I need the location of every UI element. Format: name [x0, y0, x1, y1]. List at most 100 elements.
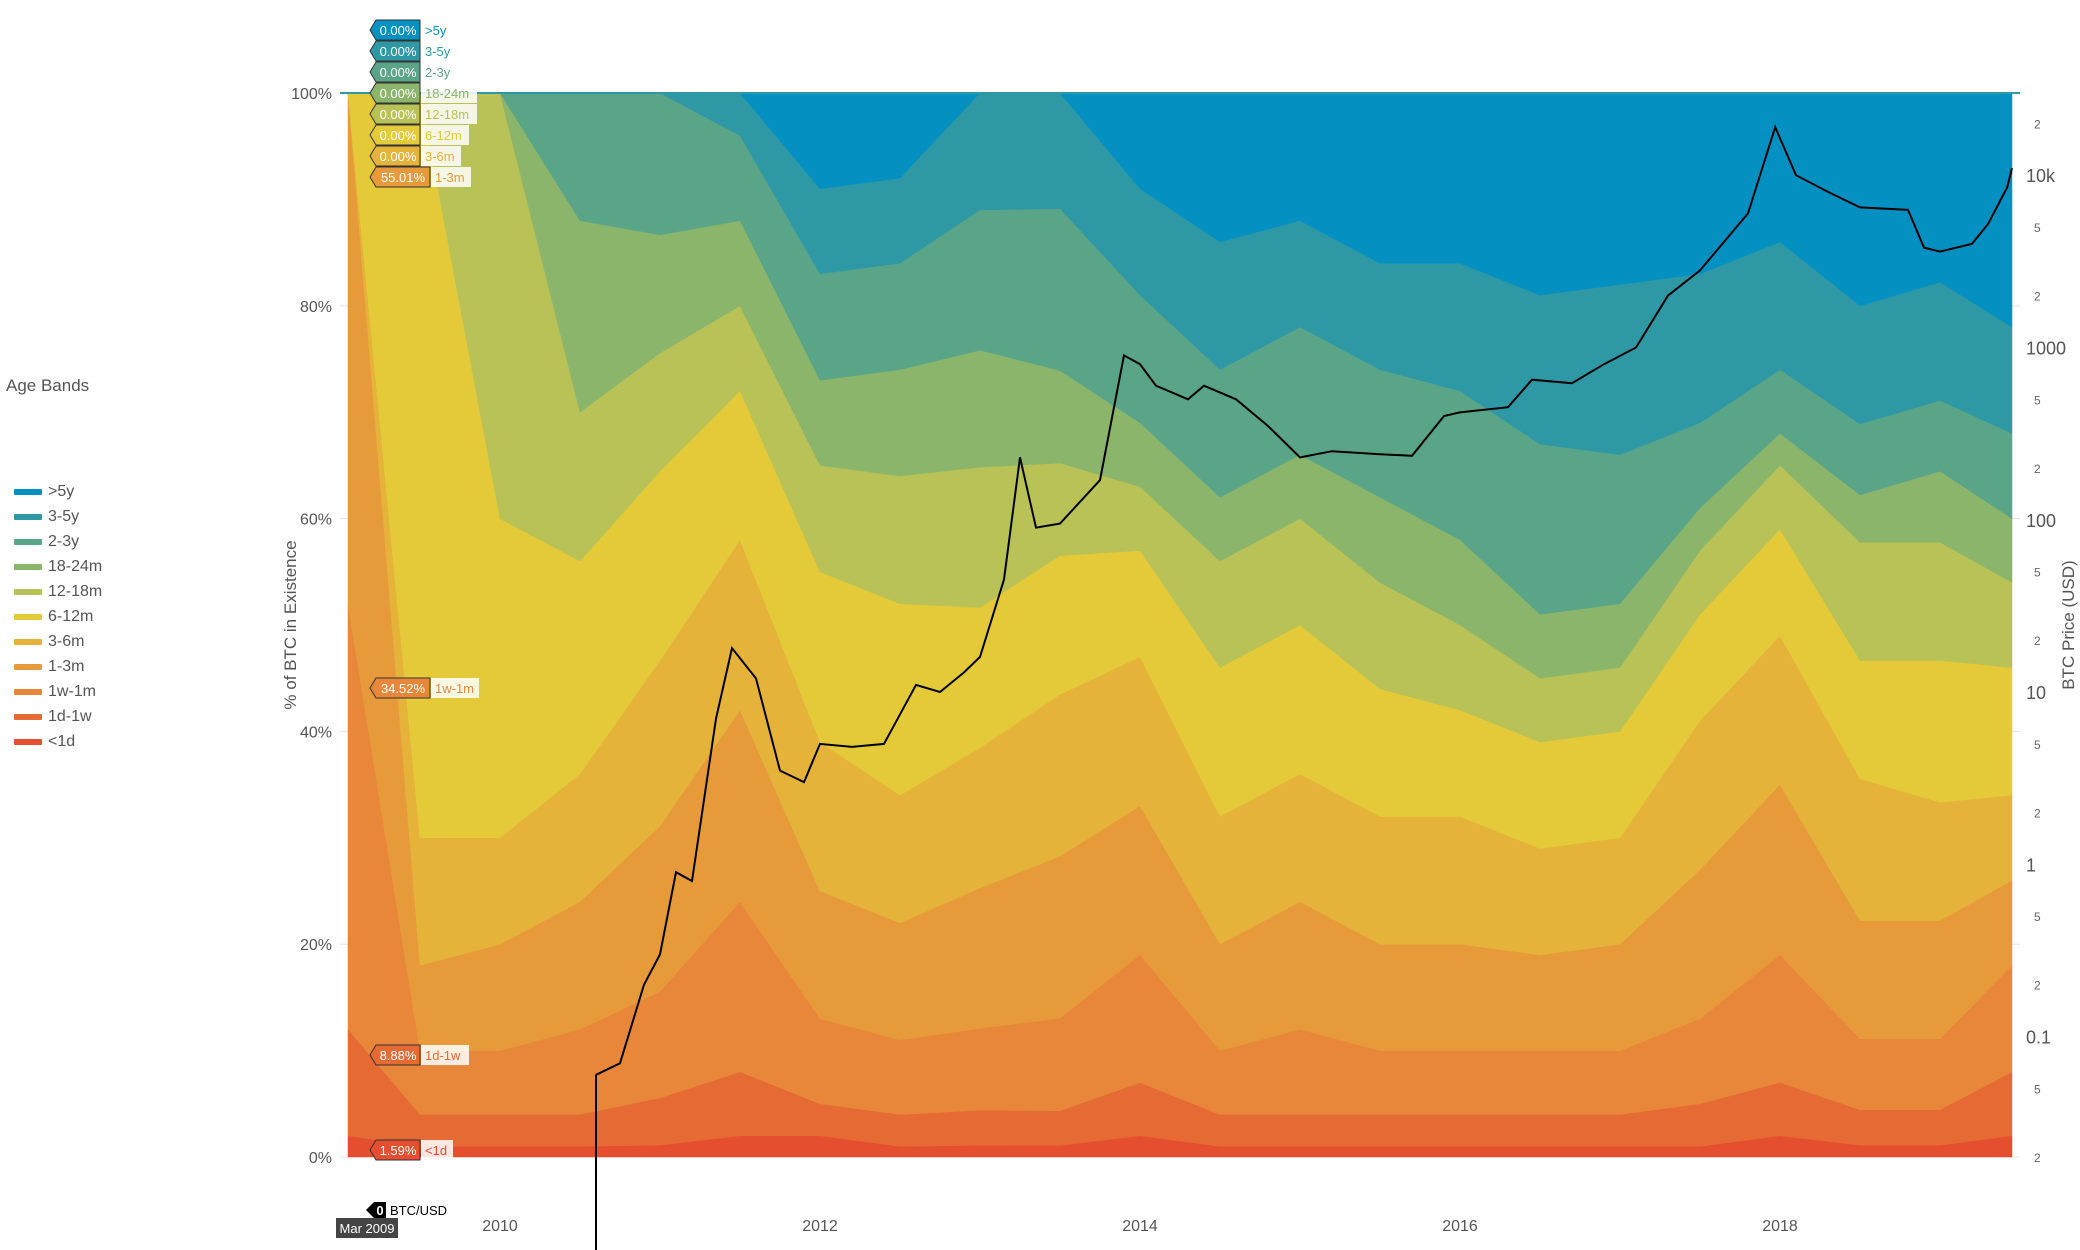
- tag-18-24m: 0.00% 18-24m: [369, 82, 477, 104]
- y2-tick-label: 100: [2026, 511, 2056, 531]
- tag-3-6m: 0.00% 3-6m: [369, 145, 461, 167]
- tag-value-box: [369, 166, 431, 188]
- btc-price-line: [595, 124, 2013, 1076]
- tag-name: >5y: [425, 23, 447, 38]
- legend-label: 1w-1m: [48, 683, 97, 700]
- legend-item[interactable]: 6-12m: [14, 606, 93, 628]
- legend-item[interactable]: 2-3y: [14, 531, 79, 553]
- legend-item[interactable]: 12-18m: [14, 581, 102, 603]
- tag-value-box: [369, 1139, 421, 1161]
- tag-name: 18-24m: [425, 86, 469, 101]
- tag-name-box: [421, 146, 461, 166]
- tag-2-3y: 0.00% 2-3y: [369, 61, 461, 83]
- y2-minor-tick: 5: [2034, 393, 2041, 407]
- y2-minor-tick: 5: [2034, 221, 2041, 235]
- y2-axis-title: BTC Price (USD): [2059, 560, 2078, 689]
- y2-minor-tick: 5: [2034, 566, 2041, 580]
- legend-item[interactable]: <1d: [14, 731, 75, 753]
- tag-name-box: [421, 20, 453, 40]
- y2-tick-label: 1000: [2026, 338, 2066, 358]
- tag-value-box: [369, 103, 421, 125]
- legend-item[interactable]: 1-3m: [14, 656, 84, 678]
- legend-label: 6-12m: [48, 608, 94, 625]
- tag-1-3m: 55.01% 1-3m: [369, 166, 471, 188]
- tag-6-12m: 0.00% 6-12m: [369, 124, 469, 146]
- tag-name: 6-12m: [425, 128, 462, 143]
- start-date-bg: [336, 1218, 398, 1238]
- price-tag-label: BTC/USD: [390, 1203, 447, 1218]
- tag-value: 0.00%: [380, 23, 417, 38]
- y2-minor-tick: 2: [2034, 117, 2041, 131]
- legend-label: >5y: [48, 483, 75, 500]
- legend-title: Age Bands: [6, 376, 90, 395]
- legend-label: 3-5y: [48, 508, 80, 525]
- legend-label: 1-3m: [48, 658, 85, 675]
- legend-item[interactable]: 3-5y: [14, 506, 79, 528]
- y2-minor-tick: 5: [2034, 738, 2041, 752]
- x-tick-label: 2018: [1762, 1218, 1798, 1235]
- tag-name-box: [431, 678, 479, 698]
- legend-item[interactable]: 3-6m: [14, 631, 84, 653]
- tag-value-box: [369, 677, 431, 699]
- y-tick-label: 80%: [300, 299, 332, 316]
- axes: 0%20%40%60%80%100%2010 2012 2014 2016 20180.…: [281, 86, 2078, 1238]
- y2-tick-label: 0.1: [2026, 1028, 2051, 1048]
- y-tick-label: 100%: [291, 86, 332, 103]
- y2-tick-label: 10k: [2026, 166, 2056, 186]
- tag-name-box: [421, 83, 477, 103]
- tag-value-box: [369, 124, 421, 146]
- tag-3-5y: 0.00% 3-5y: [369, 40, 461, 62]
- tag-12-18m: 0.00% 12-18m: [369, 103, 477, 125]
- tag-value: 55.01%: [381, 170, 426, 185]
- tag-value-box: [369, 19, 421, 41]
- price-line: [595, 124, 2013, 1250]
- legend-swatch: [14, 639, 42, 645]
- tag-value: 0.00%: [380, 128, 417, 143]
- tag-value-box: [369, 82, 421, 104]
- price-tag-value: 0: [376, 1203, 383, 1218]
- legend-swatch: [14, 689, 42, 695]
- tag-value: 0.00%: [380, 44, 417, 59]
- tag-value-box: [369, 61, 421, 83]
- legend-item[interactable]: >5y: [14, 481, 74, 503]
- legend-item[interactable]: 18-24m: [14, 556, 102, 578]
- y2-minor-tick: 2: [2034, 462, 2041, 476]
- y2-minor-tick: 5: [2034, 1082, 2041, 1096]
- tag-value-box: [369, 40, 421, 62]
- tag-name: 1-3m: [435, 170, 465, 185]
- legend-label: 2-3y: [48, 533, 80, 550]
- legend-swatch: [14, 589, 42, 595]
- y2-minor-tick: 2: [2034, 634, 2041, 648]
- legend-swatch: [14, 614, 42, 620]
- y2-minor-tick: 2: [2034, 806, 2041, 820]
- tag-value: 34.52%: [381, 681, 426, 696]
- y2-minor-tick: 2: [2034, 1151, 2041, 1165]
- legend-label: 1d-1w: [48, 708, 92, 725]
- tag-name-box: [421, 41, 461, 61]
- tag-value-box: [369, 145, 421, 167]
- x-tick-label: 2010: [482, 1218, 518, 1235]
- start-date-label: Mar 2009: [336, 1218, 398, 1238]
- start-date-text: Mar 2009: [340, 1221, 395, 1236]
- price-tag-shape: [366, 1202, 386, 1218]
- tag-<1d: 1.59% <1d: [369, 1139, 453, 1161]
- y2-tick-label: 1: [2026, 855, 2036, 875]
- tag-value: 0.00%: [380, 86, 417, 101]
- tag-name: 1d-1w: [425, 1048, 461, 1063]
- y2-minor-tick: 5: [2034, 910, 2041, 924]
- legend-swatch: [14, 664, 42, 670]
- tag-value: 0.00%: [380, 149, 417, 164]
- tag-value: 1.59%: [380, 1143, 417, 1158]
- tag-value: 8.88%: [380, 1048, 417, 1063]
- tag-name: 2-3y: [425, 65, 451, 80]
- legend-label: 18-24m: [48, 558, 103, 575]
- legend-swatch: [14, 489, 42, 495]
- legend-swatch: [14, 514, 42, 520]
- tag-name-box: [421, 62, 461, 82]
- tag-name-box: [421, 1045, 469, 1065]
- legend-item[interactable]: 1d-1w: [14, 706, 92, 728]
- legend-item[interactable]: 1w-1m: [14, 681, 96, 703]
- x-tick-label: 2012: [802, 1218, 838, 1235]
- y2-minor-tick: 2: [2034, 979, 2041, 993]
- annotation-tags: 0.00% >5y0.00% 3-5y0.00% 2-3y0.00% 18-24m0.0…: [369, 19, 479, 1161]
